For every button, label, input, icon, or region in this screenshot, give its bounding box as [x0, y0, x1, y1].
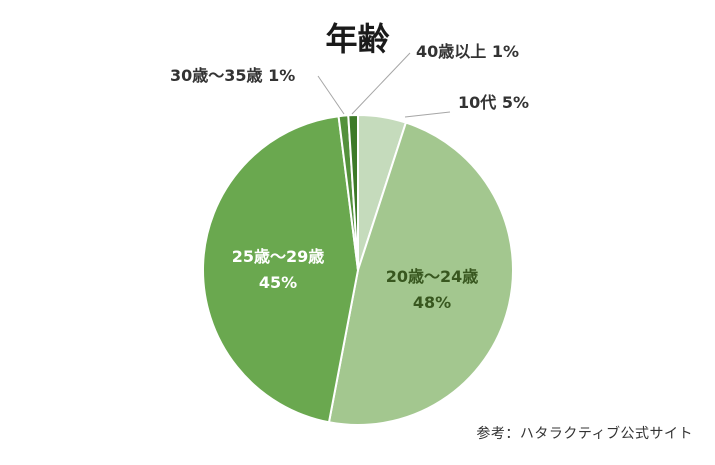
slice-percent-label-3: 45% — [259, 273, 297, 292]
pie-slice-5 — [347, 113, 359, 271]
slice-labels: 10代 5% 20歳～24歳 48% 25歳～29歳 45% 30歳～35歳 1% 40歳以… — [170, 42, 529, 312]
slice-label-1: 10代 5% — [458, 93, 529, 112]
slice-percent-label-2: 48% — [413, 293, 451, 312]
leader-lines — [317, 52, 451, 118]
chart-title: 年齢 — [325, 20, 390, 58]
slice-label-2: 20歳～24歳 — [386, 267, 479, 286]
pie-slices — [201, 113, 514, 426]
slice-label-4: 30歳～35歳 1% — [170, 66, 295, 85]
pie-slice-3 — [201, 115, 360, 424]
leader-line-4 — [317, 75, 345, 115]
source-note: 参考：ハタラクティブ公式サイト — [476, 426, 693, 442]
leader-line-5 — [351, 52, 411, 115]
slice-label-3: 25歳～29歳 — [232, 247, 325, 266]
leader-line-1 — [404, 111, 451, 118]
pie-slice-2 — [327, 121, 514, 426]
slice-label-5: 40歳以上 1% — [416, 42, 519, 61]
